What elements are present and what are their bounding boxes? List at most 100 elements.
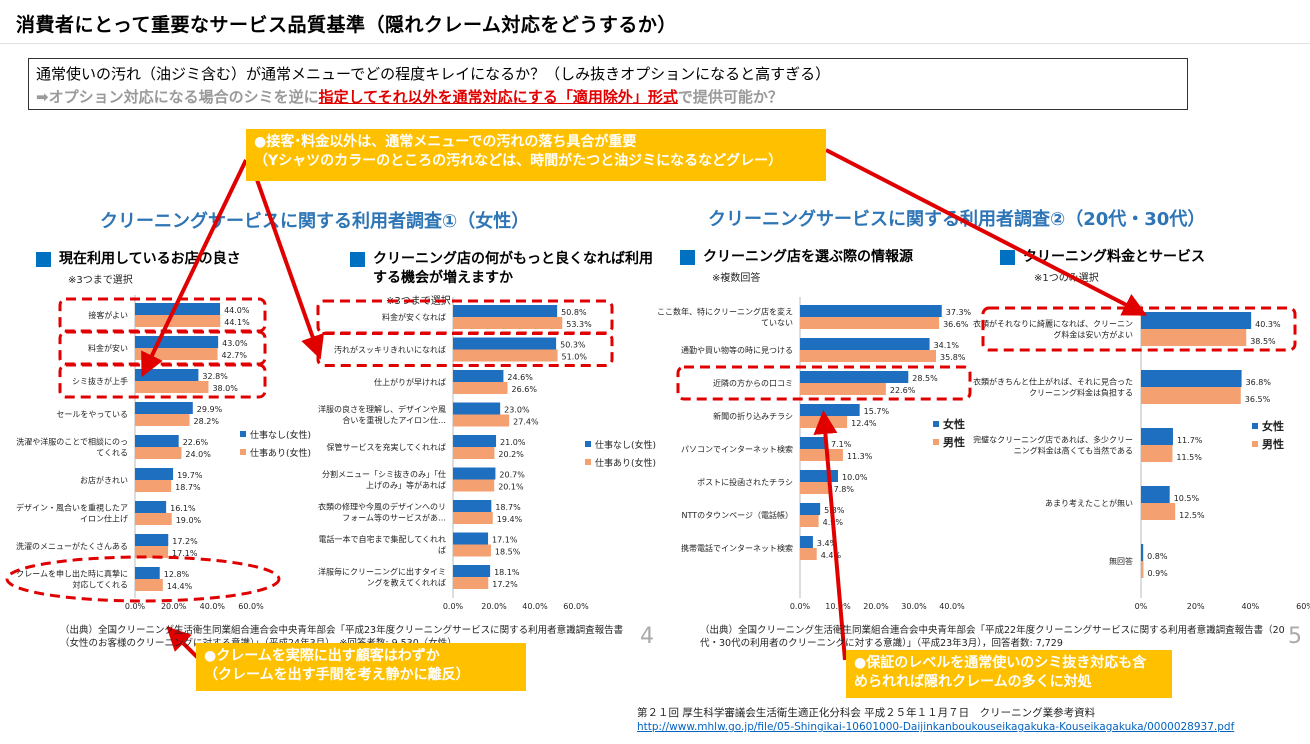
chart2-data-label: 51.0% xyxy=(562,353,588,362)
chart2-bar-a xyxy=(453,370,504,382)
chart2-data-label: 20.2% xyxy=(498,450,524,459)
chart4-bar-b xyxy=(1141,387,1241,404)
chart3-data-label: 22.6% xyxy=(890,386,916,395)
chart2-category-label: 合いを重視したアイロン仕… xyxy=(342,415,446,425)
chart4-data-label: 36.5% xyxy=(1245,395,1271,404)
chart1-legend-swatch xyxy=(240,431,246,437)
reference-text: 第２１回 厚生科学審議会生活衛生適正化分科会 平成２５年１１月７日 クリーニング… xyxy=(637,707,1096,719)
chart1-legend-swatch xyxy=(240,449,246,455)
chart2-category-label: 衣類の修理や今風のデザインへのリ xyxy=(318,502,446,512)
arrow-to-cleaner xyxy=(248,159,324,360)
chart2-bar-a xyxy=(453,532,489,545)
chart2-data-label: 18.7% xyxy=(495,503,521,512)
chart1-bar-a xyxy=(135,336,219,348)
chart1-data-label: 19.7% xyxy=(177,471,203,480)
chart3-highlight-box xyxy=(676,365,972,401)
chart2-data-label: 19.4% xyxy=(497,515,523,524)
chart3-bar-b xyxy=(800,317,940,329)
reference-link[interactable]: http://www.mhlw.go.jp/file/05-Shingikai-… xyxy=(637,721,1235,733)
chart2-category-label: 上げのみ」等があれば xyxy=(366,480,446,490)
chart1-x-tick-label: 0.0% xyxy=(125,602,146,611)
chart2-data-label: 26.6% xyxy=(512,385,538,394)
chart1-category-label: シミ抜きが上手 xyxy=(72,376,128,386)
chart2-data-label: 24.6% xyxy=(507,373,533,382)
chart3-bar-b xyxy=(800,350,937,362)
chart3-category-label: ポストに投函されたチラシ xyxy=(697,477,793,487)
chart2-bar-b xyxy=(453,349,558,362)
chart2-category-label: 料金が安くなれば xyxy=(382,312,446,322)
chart1-data-label: 38.0% xyxy=(212,384,238,393)
chart2-data-label: 17.1% xyxy=(492,536,518,545)
chart3-data-label: 15.7% xyxy=(864,407,890,416)
chart2-category-label: 仕上がりが早ければ xyxy=(374,377,446,387)
right-page-number: 5 xyxy=(1288,624,1302,649)
chart4-category-label: クリーニング料金は負担する xyxy=(1029,388,1133,398)
chart3-x-tick-label: 40.0% xyxy=(939,602,965,611)
chart2-category-label: 洋服の良さを理解し、デザインや風 xyxy=(318,404,446,414)
chart4-x-tick-label: 60% xyxy=(1296,602,1310,611)
chart2-bar-a xyxy=(453,402,501,415)
chart4-category-label: 衣類がそれなりに綺麗になれば、クリーニン xyxy=(973,319,1133,329)
chart3-bar-a xyxy=(800,404,860,416)
chart3-bar-b xyxy=(800,548,817,560)
arrow-to-price-service xyxy=(825,148,1148,316)
chart3-category-label: ていない xyxy=(761,319,793,328)
chart2-data-label: 23.0% xyxy=(504,406,530,415)
callout-top: ●接客･料金以外は、通常メニューでの汚れの落ち具合が重要 （Yシャツのカラーのとこ… xyxy=(246,129,826,181)
chart1-data-label: 42.7% xyxy=(222,351,248,360)
chart4-bar-a xyxy=(1141,544,1144,561)
chart1-x-tick-label: 60.0% xyxy=(238,602,264,611)
chart1-data-label: 24.0% xyxy=(185,450,211,459)
chart4-bar-a xyxy=(1141,312,1252,329)
chart2-bar-a xyxy=(453,337,557,350)
chart3-note: ※複数回答 xyxy=(712,273,761,284)
proposal-prefix: ➡オプション対応になる場合のシミを逆に xyxy=(36,88,319,106)
chart1-category-label: 料金が安い xyxy=(88,343,128,353)
chart3-bar-a xyxy=(800,536,813,548)
chart1-bar-b xyxy=(135,480,172,492)
chart4-legend-label: 男性 xyxy=(1262,437,1284,451)
arrow-to-word-of-mouth xyxy=(813,410,847,661)
chart1-bar-b xyxy=(135,546,169,558)
chart1-category-label: 洗濯のメニューがたくさんある xyxy=(16,541,128,551)
chart3-x-tick-label: 20.0% xyxy=(863,602,889,611)
chart1-category-label: 接客がよい xyxy=(88,310,128,320)
chart3-category-label: 新聞の折り込みチラシ xyxy=(713,411,793,421)
chart2-data-label: 27.4% xyxy=(513,418,539,427)
chart2-bar-b xyxy=(453,414,510,427)
chart3-title: クリーニング店を選ぶ際の情報源 xyxy=(680,248,980,267)
chart3-data-label: 34.1% xyxy=(934,341,960,350)
left-page-number: 4 xyxy=(640,624,654,649)
chart4-legend-swatch xyxy=(1252,441,1258,447)
chart2-bar-b xyxy=(453,544,491,557)
callout-bottom-right: ●保証のレベルを通常使いのシミ抜き対応も含 められれば隠れクレームの多くに対処 xyxy=(846,650,1172,698)
chart2-bar-b xyxy=(453,512,493,524)
chart3-bar-a xyxy=(800,470,838,482)
chart3-legend-label: 女性 xyxy=(943,417,965,431)
left-panel-title: クリーニングサービスに関する利用者調査①（女性） xyxy=(100,211,530,232)
chart3-category-label: 携帯電話でインターネット検索 xyxy=(681,543,793,553)
chart2-x-tick-label: 40.0% xyxy=(522,602,548,611)
chart1-category-label: 洗濯や洋服のことで相談にのっ xyxy=(16,437,128,447)
chart3-data-label: 12.4% xyxy=(851,419,877,428)
chart2-bar-b xyxy=(453,317,563,329)
chart4-data-label: 11.7% xyxy=(1177,436,1203,445)
chart4-bar-a xyxy=(1141,428,1173,445)
chart4-category-label: グ料金は安い方がよい xyxy=(1053,330,1133,340)
chart4-data-label: 38.5% xyxy=(1250,337,1276,346)
chart3-category-label: NTTのタウンページ（電話帳） xyxy=(682,510,793,520)
chart3-category-label: ここ数年、特にクリーニング店を変え xyxy=(657,307,793,317)
chart1-legend-label: 仕事なし(女性) xyxy=(250,429,311,441)
chart2-data-label: 18.5% xyxy=(495,548,521,557)
chart3-data-label: 4.4% xyxy=(821,551,842,560)
proposal-suffix: で提供可能か？ xyxy=(677,88,783,106)
chart2-category-label: 洋服毎にクリーニングに出すタイミ xyxy=(318,567,446,577)
chart2-data-label: 50.8% xyxy=(561,308,587,317)
chart1-data-label: 44.0% xyxy=(224,306,250,315)
chart4-legend-swatch xyxy=(1252,423,1258,429)
chart1-bar-b xyxy=(135,414,190,426)
question-text: 通常使いの汚れ（油ジミ含む）が通常メニューでどの程度キレイになるか？（しみ抜きオ… xyxy=(36,65,831,83)
chart3-x-tick-label: 0.0% xyxy=(790,602,811,611)
chart4-title: クリーニング料金とサービス xyxy=(1000,248,1260,267)
